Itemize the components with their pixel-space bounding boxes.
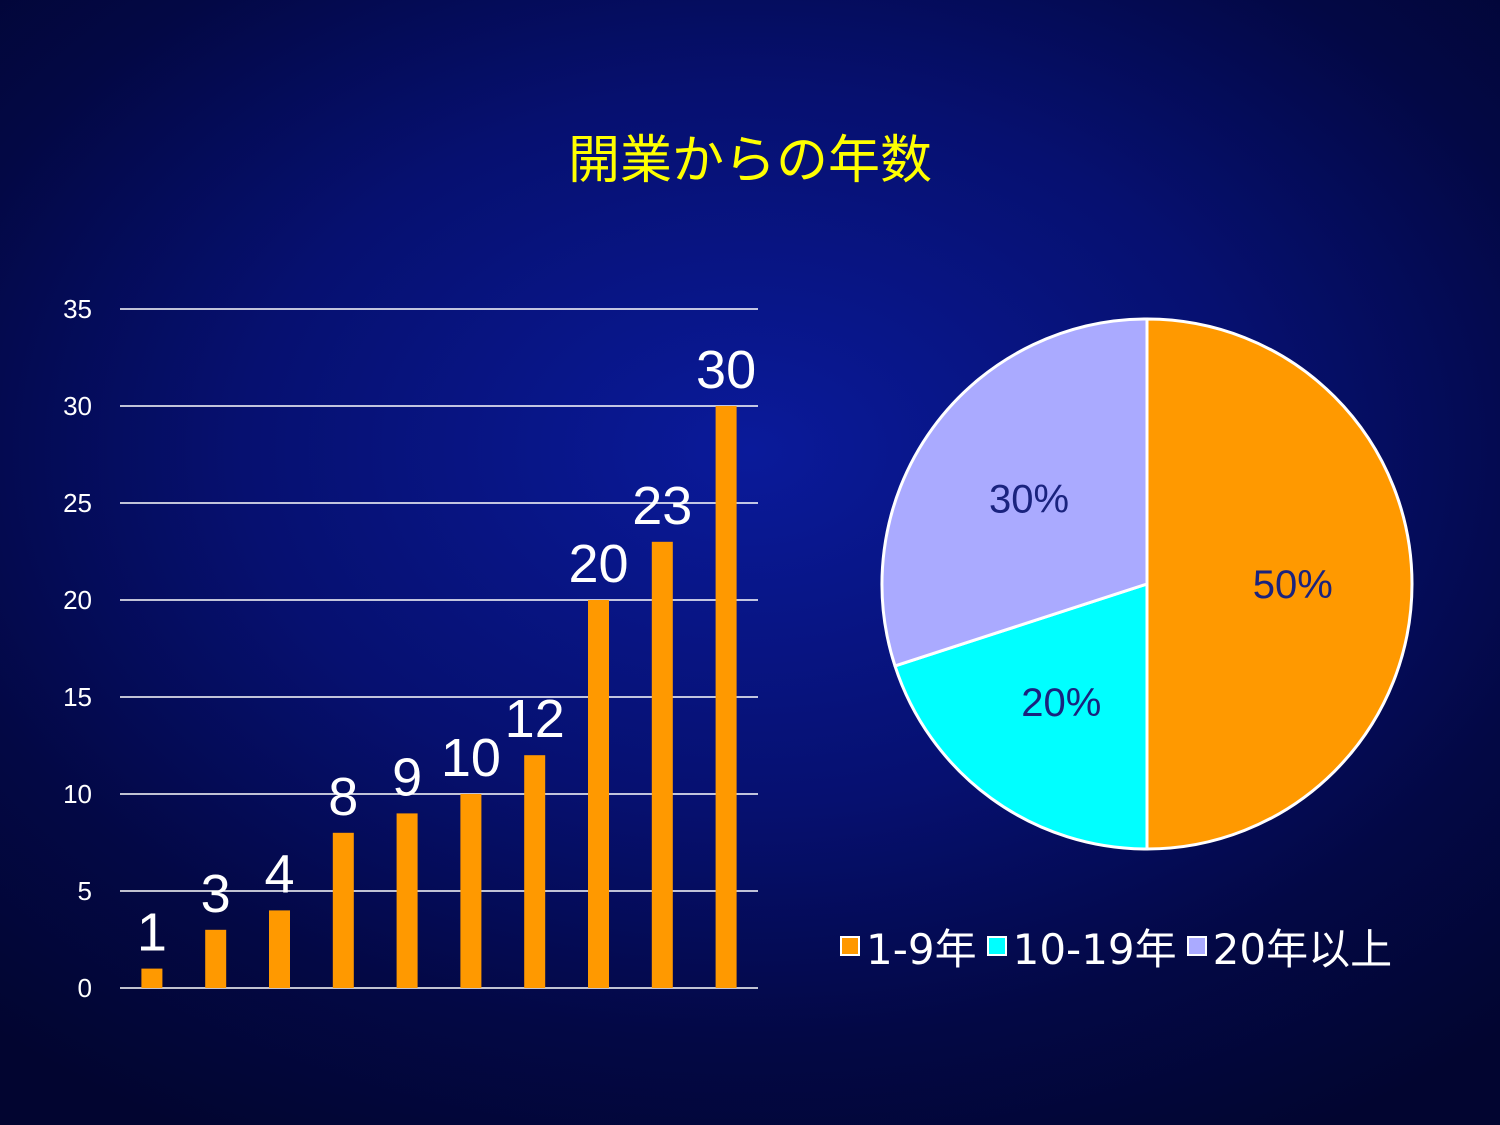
bar-data-label: 9 (392, 747, 422, 807)
legend-item: 20年以上 (1186, 916, 1393, 977)
bar (396, 813, 418, 988)
bar-data-label: 8 (328, 767, 358, 827)
y-tick-label: 10 (63, 779, 92, 809)
legend-label: 10-19年 (1012, 924, 1177, 974)
bar-data-label: 30 (696, 340, 756, 400)
pie-slice (880, 317, 1149, 668)
bar (460, 794, 482, 988)
y-tick-label: 15 (63, 682, 92, 712)
pie-legend: 1-9年 10-19年 20年以上 (840, 918, 1392, 974)
legend-item: 1-9年 (840, 916, 977, 977)
bar (651, 541, 673, 988)
slide-title: 開業からの年数 (567, 131, 932, 191)
pie-data-label: 20% (1021, 681, 1101, 725)
y-tick-label: 0 (78, 973, 92, 1003)
pie-data-label: 50% (1253, 563, 1333, 607)
bar-data-label: 10 (441, 728, 501, 788)
bar (269, 910, 290, 988)
bar (205, 929, 227, 988)
y-tick-label: 20 (63, 585, 92, 615)
legend-label: 20年以上 (1212, 924, 1393, 974)
pie-slice (1145, 317, 1414, 851)
legend-item: 10-19年 (986, 916, 1177, 977)
legend-label: 1-9年 (866, 924, 977, 974)
legend-swatch (986, 936, 1007, 956)
y-tick-label: 35 (63, 294, 92, 324)
bar (715, 406, 737, 988)
bar-data-label: 23 (632, 476, 692, 536)
bar-data-label: 20 (568, 534, 628, 594)
bar-data-label: 1 (137, 903, 167, 963)
legend-swatch (840, 936, 860, 956)
y-tick-label: 5 (78, 876, 92, 906)
bar (141, 968, 163, 988)
legend-swatch (1186, 936, 1207, 956)
bar (588, 600, 609, 988)
bar-data-label: 3 (201, 864, 231, 924)
bar (524, 755, 546, 988)
pie-slice (893, 582, 1149, 851)
y-tick-label: 25 (63, 488, 92, 518)
y-tick-label: 30 (63, 391, 92, 421)
pie-data-label: 30% (989, 477, 1069, 521)
bar (332, 832, 354, 988)
bar-data-label: 12 (505, 689, 565, 749)
bar-data-label: 4 (264, 844, 294, 904)
pie-chart: 50% 20% 30% (880, 317, 1414, 851)
